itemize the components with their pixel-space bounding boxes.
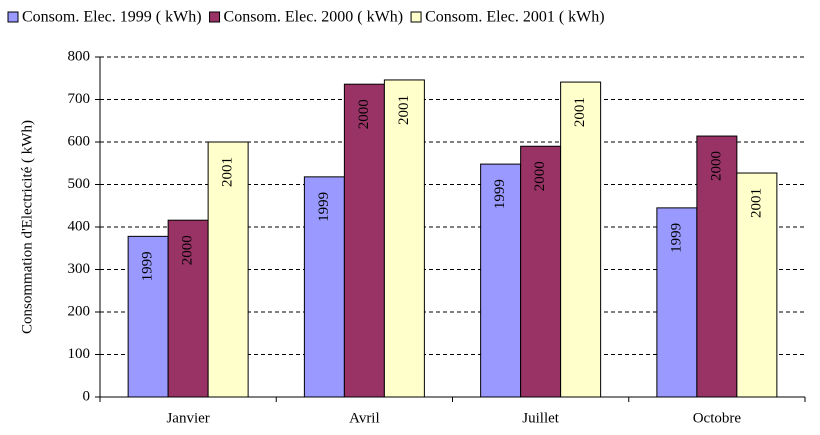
legend-label: Consom. Elec. 2000 ( kWh)	[224, 9, 404, 26]
bar-label: 1999	[668, 223, 684, 253]
legend-label: Consom. Elec. 1999 ( kWh)	[22, 9, 202, 26]
y-tick-label: 400	[68, 218, 91, 234]
y-tick-label: 700	[68, 91, 91, 107]
legend-swatch	[7, 11, 19, 23]
y-tick-label: 800	[68, 48, 91, 64]
bar	[383, 79, 425, 398]
y-tick-label: 600	[68, 133, 91, 149]
bar-label: 2000	[532, 161, 548, 191]
bar	[696, 135, 738, 398]
bar-label: 1999	[316, 192, 332, 222]
bar-label: 2001	[748, 188, 764, 218]
x-tick-label: Avril	[349, 410, 380, 426]
x-tick-label: Janvier	[166, 410, 209, 426]
bar	[343, 83, 385, 398]
bar	[520, 145, 562, 398]
legend-swatch	[410, 11, 422, 23]
y-tick-label: 300	[68, 261, 91, 277]
bar-label: 2001	[572, 97, 588, 127]
bar-label: 1999	[140, 251, 156, 281]
y-tick-label: 100	[68, 346, 91, 362]
y-tick-label: 0	[83, 388, 91, 404]
legend-swatch	[209, 11, 221, 23]
bar-label: 2001	[220, 157, 236, 187]
bar	[560, 81, 602, 398]
bar-label: 2000	[356, 99, 372, 129]
bar	[480, 163, 522, 398]
legend-label: Consom. Elec. 2001 ( kWh)	[425, 9, 605, 26]
bar-label: 2001	[396, 95, 412, 125]
bar-label: 2000	[708, 151, 724, 181]
y-axis-label: Consommation d'Electricité ( kWh)	[19, 120, 35, 334]
y-tick-label: 200	[68, 303, 91, 319]
bar-label: 1999	[492, 179, 508, 209]
bar	[127, 235, 169, 398]
bar	[656, 207, 698, 398]
x-tick-label: Octobre	[693, 410, 742, 426]
y-tick-label: 500	[68, 176, 91, 192]
x-tick-label: Juillet	[522, 410, 559, 426]
bar-label: 2000	[180, 235, 196, 265]
